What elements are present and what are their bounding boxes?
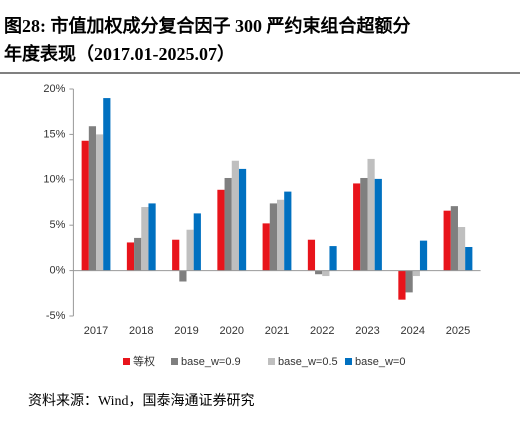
bar <box>262 223 270 271</box>
y-tick-label: 0% <box>49 265 65 277</box>
legend-label: base_w=0.9 <box>181 356 241 368</box>
bar <box>353 183 361 271</box>
x-tick-label: 2017 <box>84 325 108 337</box>
y-tick-label: 10% <box>43 174 65 186</box>
bar <box>103 98 111 271</box>
bar <box>269 203 277 271</box>
bar <box>193 213 201 271</box>
bar <box>217 189 225 271</box>
bar <box>231 160 239 271</box>
y-tick-label: 15% <box>43 128 65 140</box>
bar <box>465 246 473 271</box>
legend-swatch <box>123 358 130 365</box>
bar <box>405 270 413 293</box>
chart-title: 年度表现（2017.01-2025.07） <box>4 43 235 64</box>
bar <box>277 199 285 271</box>
legend-label: base_w=0 <box>355 356 405 368</box>
x-tick-label: 2024 <box>400 325 424 337</box>
bar <box>457 227 466 271</box>
bar <box>88 126 97 271</box>
x-tick-label: 2019 <box>174 325 198 337</box>
bar <box>172 239 180 271</box>
legend-label: base_w=0.5 <box>278 356 338 368</box>
bar <box>134 237 142 271</box>
bar <box>322 270 330 277</box>
bar <box>450 206 458 271</box>
bar <box>419 240 428 271</box>
bar <box>315 270 323 275</box>
x-tick-label: 2025 <box>446 325 470 337</box>
bar <box>360 177 368 271</box>
bar <box>284 191 292 271</box>
bar <box>81 140 89 271</box>
bar <box>398 270 406 300</box>
bar <box>126 242 135 271</box>
y-tick-label: 20% <box>43 83 65 95</box>
y-tick-label: 5% <box>49 219 65 231</box>
bar <box>367 158 375 271</box>
legend-swatch <box>171 358 178 365</box>
bar <box>96 134 104 271</box>
bar <box>307 239 316 271</box>
bar <box>186 229 194 271</box>
x-tick-label: 2022 <box>310 325 334 337</box>
bar <box>412 270 420 277</box>
bar <box>224 177 232 271</box>
legend-swatch <box>268 358 275 365</box>
chart-title: 图28: 市值加权成分复合因子 300 严约束组合超额分 <box>4 15 411 36</box>
source-note: 资料来源：Wind，国泰海通证券研究 <box>28 393 255 409</box>
x-tick-label: 2021 <box>265 325 289 337</box>
y-tick-label: -5% <box>46 310 66 322</box>
x-tick-label: 2018 <box>129 325 153 337</box>
x-tick-label: 2023 <box>355 325 379 337</box>
bar <box>179 270 187 282</box>
bar <box>374 178 382 271</box>
bar <box>238 168 247 271</box>
bar <box>148 203 156 271</box>
legend-swatch <box>345 358 352 365</box>
legend-label: 等权 <box>133 354 155 368</box>
bar <box>141 207 149 271</box>
bar <box>443 210 451 271</box>
bar <box>329 246 337 271</box>
x-tick-label: 2020 <box>220 325 244 337</box>
